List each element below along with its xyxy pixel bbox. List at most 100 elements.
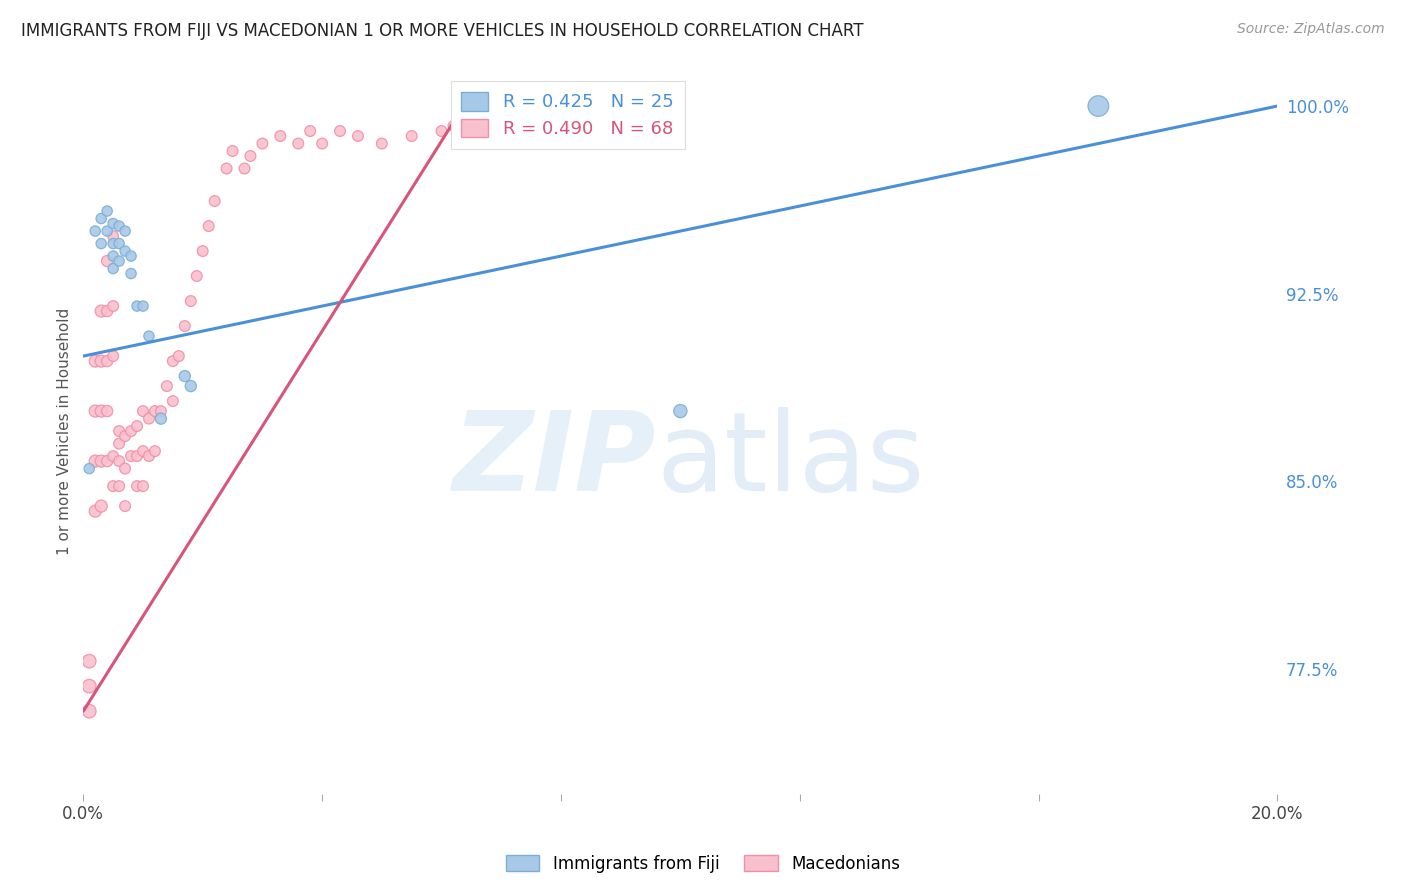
Text: ZIP: ZIP [453,407,657,514]
Point [460,112,482,126]
Point [101,349,124,363]
Point [149,411,172,425]
Point [125,479,148,493]
Point [132,299,155,313]
Point [311,136,333,151]
Point [77,461,100,475]
Point [90,499,112,513]
Point [138,449,160,463]
Point [108,479,131,493]
Point [125,449,148,463]
Point [114,499,136,513]
Point [90,404,112,418]
Y-axis label: 1 or more Vehicles in Household: 1 or more Vehicles in Household [58,308,72,555]
Point [101,299,124,313]
Point [101,229,124,244]
Point [114,429,136,443]
Point [329,124,352,138]
Point [90,304,112,318]
Point [84,454,107,468]
Point [96,454,118,468]
Point [96,304,118,318]
Point [173,319,195,334]
Point [96,224,118,238]
Point [114,461,136,475]
Point [108,254,131,268]
Point [84,354,107,368]
Point [77,654,100,668]
Point [90,454,112,468]
Point [101,217,124,231]
Point [173,369,195,384]
Text: IMMIGRANTS FROM FIJI VS MACEDONIAN 1 OR MORE VEHICLES IN HOUSEHOLD CORRELATION C: IMMIGRANTS FROM FIJI VS MACEDONIAN 1 OR … [21,22,863,40]
Point [84,504,107,518]
Point [299,124,322,138]
Point [108,424,131,438]
Point [96,404,118,418]
Point [215,161,238,176]
Point [138,411,160,425]
Point [1087,99,1109,113]
Legend: Immigrants from Fiji, Macedonians: Immigrants from Fiji, Macedonians [499,848,907,880]
Text: Source: ZipAtlas.com: Source: ZipAtlas.com [1237,22,1385,37]
Point [143,444,166,458]
Legend: R = 0.425   N = 25, R = 0.490   N = 68: R = 0.425 N = 25, R = 0.490 N = 68 [450,81,685,149]
Point [239,149,262,163]
Point [90,354,112,368]
Point [125,419,148,434]
Point [430,124,453,138]
Point [120,449,142,463]
Point [371,136,394,151]
Point [132,444,155,458]
Point [101,479,124,493]
Point [347,129,370,144]
Point [156,379,179,393]
Point [96,354,118,368]
Point [101,449,124,463]
Point [167,349,190,363]
Point [96,204,118,219]
Point [221,144,243,158]
Point [120,424,142,438]
Point [669,404,692,418]
Point [108,454,131,468]
Point [108,436,131,450]
Point [114,224,136,238]
Point [233,161,256,176]
Point [443,119,465,133]
Point [120,267,142,281]
Point [120,249,142,263]
Point [108,219,131,233]
Point [180,379,202,393]
Point [269,129,291,144]
Point [108,236,131,251]
Point [401,129,423,144]
Point [101,261,124,276]
Point [84,224,107,238]
Point [138,329,160,343]
Point [77,679,100,693]
Point [84,404,107,418]
Point [132,404,155,418]
Point [90,211,112,226]
Point [114,244,136,258]
Point [287,136,309,151]
Point [77,704,100,718]
Point [191,244,214,258]
Point [96,254,118,268]
Point [252,136,274,151]
Point [101,236,124,251]
Text: atlas: atlas [657,407,925,514]
Point [162,394,184,409]
Point [149,404,172,418]
Point [197,219,219,233]
Point [101,249,124,263]
Point [162,354,184,368]
Point [132,479,155,493]
Point [204,194,226,208]
Point [125,299,148,313]
Point [186,268,208,283]
Point [143,404,166,418]
Point [90,236,112,251]
Point [180,294,202,309]
